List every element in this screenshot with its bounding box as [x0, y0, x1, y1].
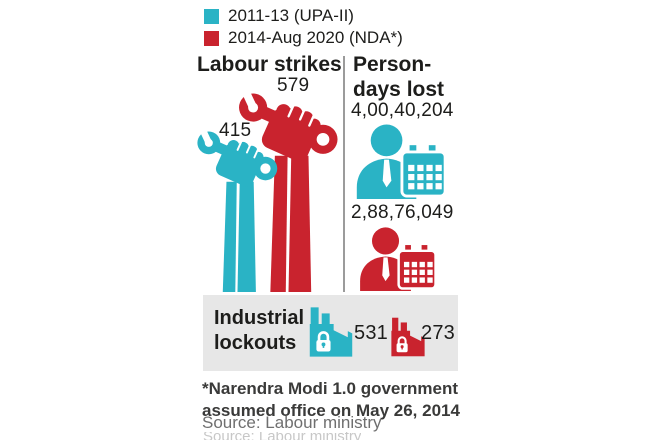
person-days-title-line2: days lost	[353, 78, 445, 101]
lockouts-title-line2: lockouts	[214, 332, 297, 354]
legend-item-upa: 2011-13 (UPA-II)	[204, 6, 354, 26]
strikes-value-upa: 415	[219, 120, 252, 141]
footnote-line2: assumed office on May 26, 2014	[202, 401, 460, 420]
worker-calendar-icon-teal	[352, 124, 448, 199]
person-days-title-line1: Person-	[353, 53, 432, 76]
footnote: *Narendra Modi 1.0 government assumed of…	[202, 378, 460, 422]
clipped-text-artifact: Source: Labour ministry	[203, 432, 361, 440]
worker-calendar-icon-red	[356, 227, 438, 291]
legend-swatch-red-icon	[204, 30, 219, 46]
legend-label: 2011-13 (UPA-II)	[228, 6, 354, 25]
legend-label: 2014-Aug 2020 (NDA*)	[228, 28, 403, 47]
strikes-value-nda: 579	[277, 75, 310, 96]
industrial-lockouts-panel: Industrial lockouts 531 273	[203, 295, 458, 371]
legend-item-nda: 2014-Aug 2020 (NDA*)	[204, 28, 403, 48]
person-days-value-upa: 4,00,40,204	[351, 100, 454, 121]
lockouts-value-nda: 273	[421, 322, 455, 344]
source-credit: Source: Labour ministry	[202, 413, 382, 432]
legend-swatch-teal-icon	[204, 8, 219, 24]
lockouts-value-upa: 531	[354, 322, 388, 344]
lockouts-title-line1: Industrial	[214, 307, 305, 329]
person-days-section-title: Person- days lost	[353, 52, 444, 102]
factory-padlock-icon-teal	[308, 306, 354, 358]
person-days-value-nda: 2,88,76,049	[351, 202, 454, 223]
section-divider	[343, 56, 345, 292]
strikes-section-title: Labour strikes	[197, 53, 342, 76]
lockouts-title: Industrial lockouts	[214, 306, 304, 356]
fist-wrench-icon-teal	[190, 123, 285, 292]
footnote-line1: *Narendra Modi 1.0 government	[202, 379, 459, 398]
